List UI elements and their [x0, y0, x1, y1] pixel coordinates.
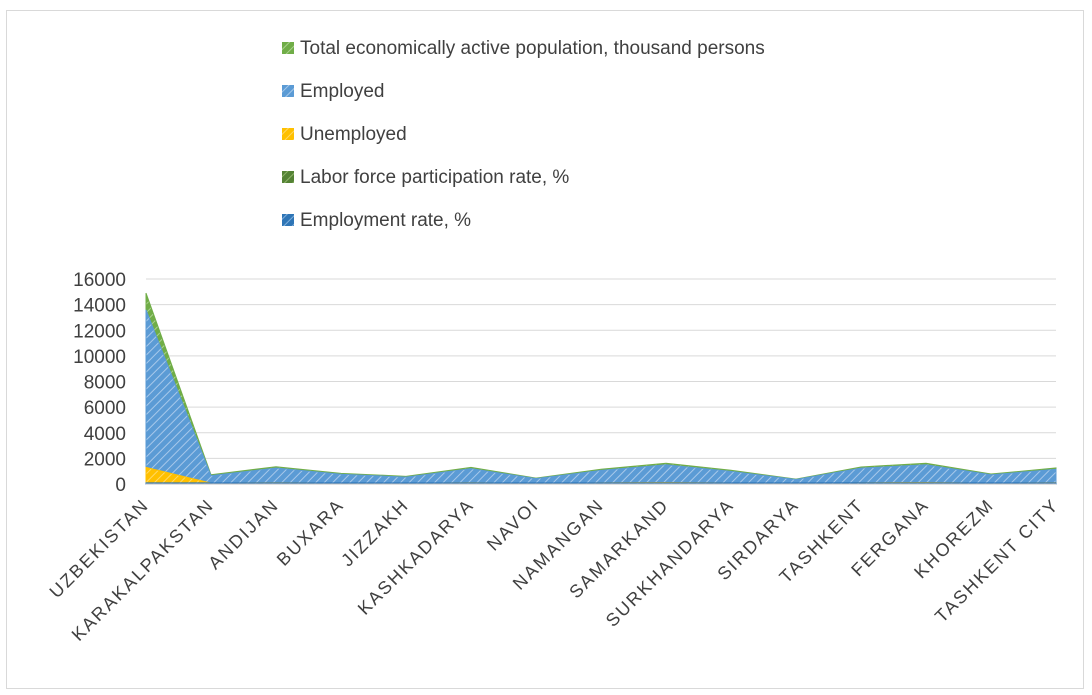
legend-swatch [282, 214, 294, 226]
x-tick-label: NAVOI [483, 495, 543, 555]
y-tick-label: 0 [115, 475, 126, 496]
y-tick-label: 6000 [84, 398, 126, 419]
area-series [145, 292, 1057, 485]
legend-label: Employment rate, % [300, 210, 471, 231]
legend-swatch [282, 85, 294, 97]
x-tick-label: SURKHANDARYA [602, 495, 738, 631]
legend-swatch [282, 128, 294, 140]
y-tick-label: 14000 [73, 296, 126, 317]
legend-swatch [282, 171, 294, 183]
y-axis: 0 2000 4000 6000 8000 10000 12000 14000 16000 [73, 270, 126, 496]
legend-swatch [282, 42, 294, 54]
x-tick-label: BUXARA [273, 495, 348, 570]
y-tick-label: 2000 [84, 449, 126, 470]
plot-area [145, 292, 1057, 485]
gridlines [146, 278, 1056, 459]
x-axis: UZBEKISTANKARAKALPAKSTANANDIJANBUXARAJIZ… [46, 495, 1063, 645]
x-tick-label: KASHKADARYA [354, 495, 478, 619]
x-tick-label: TASHKENT CITY [931, 495, 1063, 627]
legend-label: Total economically active population, th… [300, 38, 765, 59]
y-tick-label: 8000 [84, 373, 126, 394]
chart-area [6, 10, 1084, 689]
legend: Total economically active population, th… [282, 38, 765, 231]
area-series [145, 309, 1057, 485]
x-tick-label: ANDIJAN [204, 495, 282, 573]
y-tick-label: 4000 [84, 424, 126, 445]
legend-label: Unemployed [300, 124, 407, 145]
legend-label: Employed [300, 81, 385, 102]
y-tick-label: 10000 [73, 347, 126, 368]
y-tick-label: 16000 [73, 270, 126, 291]
legend-label: Labor force participation rate, % [300, 167, 569, 188]
y-tick-label: 12000 [73, 321, 126, 342]
